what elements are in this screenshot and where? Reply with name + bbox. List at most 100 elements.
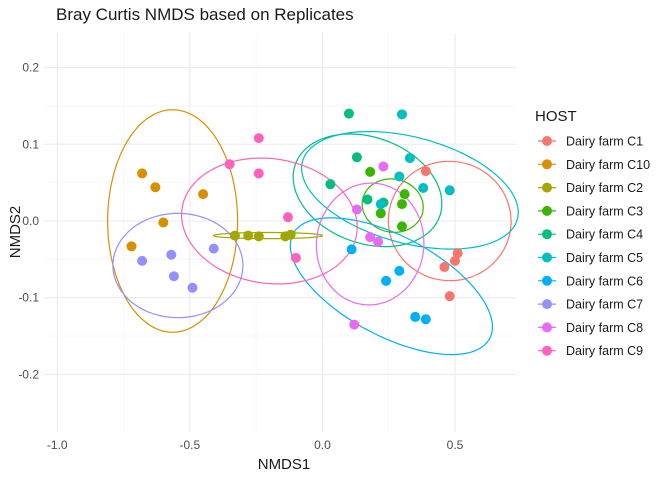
legend-item: Dairy farm C1 (538, 135, 643, 149)
legend-key-point (542, 252, 552, 263)
point-dairy-farm-c1 (439, 262, 450, 273)
point-dairy-farm-c1 (420, 166, 431, 177)
point-dairy-farm-c8 (365, 232, 376, 243)
legend: HOST Dairy farm C1 Dairy farm C10 Dairy fa… (535, 108, 650, 358)
point-dairy-farm-c8 (351, 204, 362, 215)
point-dairy-farm-c8 (349, 319, 360, 330)
point-dairy-farm-c5 (418, 182, 429, 193)
point-dairy-farm-c3 (375, 208, 386, 219)
point-dairy-farm-c3 (399, 189, 410, 200)
point-dairy-farm-c5 (404, 153, 415, 164)
point-dairy-farm-c10 (126, 241, 137, 252)
tick-labels: -1.0 -0.5 0.0 0.5 -0.2 -0.1 0.0 0.1 0.2 (18, 61, 463, 452)
point-dairy-farm-c9 (290, 252, 301, 263)
point-dairy-farm-c5 (375, 199, 386, 210)
point-dairy-farm-c10 (158, 217, 169, 228)
point-dairy-farm-c1 (450, 255, 461, 266)
point-dairy-farm-c7 (168, 271, 179, 282)
legend-key-point (542, 205, 552, 216)
data-points (126, 108, 463, 330)
point-dairy-farm-c10 (137, 168, 148, 179)
point-dairy-farm-c6 (394, 265, 405, 276)
ellipse-dairy-farm-c1 (387, 160, 512, 282)
point-dairy-farm-c2 (229, 230, 240, 241)
legend-label: Dairy farm C4 (566, 228, 643, 242)
ellipse-dairy-farm-c5 (301, 130, 519, 250)
legend-item: Dairy farm C5 (538, 251, 643, 265)
point-dairy-farm-c2 (285, 229, 296, 240)
point-dairy-farm-c7 (187, 282, 198, 293)
point-dairy-farm-c2 (243, 230, 254, 241)
x-tick-label: 0.0 (314, 438, 331, 452)
point-dairy-farm-c3 (396, 199, 407, 210)
legend-key-point (542, 345, 552, 356)
legend-label: Dairy farm C7 (566, 298, 643, 312)
legend-key-point (542, 275, 552, 286)
point-dairy-farm-c9 (253, 133, 264, 144)
legend-title: HOST (535, 108, 577, 125)
y-tick-label: -0.2 (18, 367, 39, 381)
point-dairy-farm-c6 (381, 275, 392, 286)
legend-key-point (542, 136, 552, 146)
legend-key-point (542, 159, 552, 170)
y-tick-label: 0.0 (22, 214, 39, 228)
legend-key-point (542, 229, 552, 240)
x-tick-label: -0.5 (179, 438, 200, 452)
ellipse-dairy-farm-c3 (361, 178, 424, 233)
legend-label: Dairy farm C10 (566, 158, 650, 172)
point-dairy-farm-c7 (137, 255, 148, 266)
legend-item: Dairy farm C4 (538, 228, 643, 242)
point-dairy-farm-c4 (325, 179, 336, 190)
y-tick-label: -0.1 (18, 291, 39, 305)
y-tick-label: 0.1 (22, 137, 39, 151)
point-dairy-farm-c4 (343, 108, 354, 119)
legend-key-point (542, 322, 552, 333)
point-dairy-farm-c3 (365, 166, 376, 177)
ellipse-dairy-farm-c4 (292, 133, 443, 248)
legend-key-point (542, 299, 552, 310)
legend-item: Dairy farm C3 (538, 204, 643, 218)
point-dairy-farm-c7 (166, 249, 177, 260)
point-dairy-farm-c10 (198, 189, 209, 200)
point-dairy-farm-c8 (373, 236, 384, 247)
y-axis-title: NMDS2 (7, 206, 24, 259)
point-dairy-farm-c2 (253, 231, 264, 242)
point-dairy-farm-c8 (378, 161, 389, 172)
point-dairy-farm-c1 (444, 291, 455, 302)
ellipse-dairy-farm-c9 (180, 157, 358, 285)
legend-label: Dairy farm C6 (566, 274, 643, 288)
legend-item: Dairy farm C2 (538, 181, 643, 195)
legend-label: Dairy farm C3 (566, 204, 643, 218)
ellipse-dairy-farm-c8 (315, 182, 425, 306)
legend-item: Dairy farm C7 (538, 298, 643, 312)
chart-title: Bray Curtis NMDS based on Replicates (56, 5, 354, 24)
point-dairy-farm-c3 (396, 221, 407, 232)
legend-label: Dairy farm C1 (566, 135, 643, 149)
point-dairy-farm-c5 (444, 185, 455, 196)
legend-label: Dairy farm C2 (566, 181, 643, 195)
point-dairy-farm-c7 (208, 243, 219, 254)
point-dairy-farm-c9 (253, 168, 264, 179)
legend-item: Dairy farm C9 (538, 344, 643, 358)
point-dairy-farm-c6 (420, 314, 431, 325)
point-dairy-farm-c6 (410, 311, 421, 322)
ellipse-dairy-farm-c10 (106, 109, 239, 333)
ellipse-dairy-farm-c7 (112, 212, 244, 319)
point-dairy-farm-c1 (452, 248, 463, 259)
legend-key-point (542, 182, 552, 193)
point-dairy-farm-c4 (362, 194, 373, 205)
point-dairy-farm-c9 (224, 159, 235, 170)
x-tick-label: -1.0 (47, 438, 68, 452)
legend-label: Dairy farm C5 (566, 251, 643, 265)
legend-label: Dairy farm C9 (566, 344, 643, 358)
legend-item: Dairy farm C10 (538, 158, 650, 172)
x-tick-label: 0.5 (447, 438, 464, 452)
point-dairy-farm-c5 (396, 109, 407, 120)
legend-label: Dairy farm C8 (566, 321, 643, 335)
point-dairy-farm-c4 (351, 152, 362, 163)
point-dairy-farm-c9 (282, 212, 293, 223)
point-dairy-farm-c6 (346, 244, 357, 255)
legend-item: Dairy farm C6 (538, 274, 643, 288)
x-axis-title: NMDS1 (258, 456, 311, 473)
